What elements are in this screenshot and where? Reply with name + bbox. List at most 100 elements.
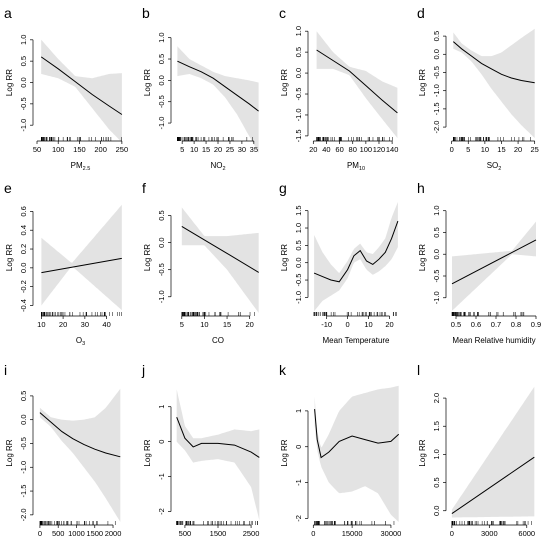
y-tick-label: 0	[294, 445, 303, 449]
x-tick-label: 40	[102, 320, 110, 329]
x-tick-label: 0.8	[511, 320, 521, 329]
y-axis-label: Log RR	[5, 439, 14, 466]
y-axis-label: Log RR	[5, 244, 14, 271]
x-tick-label: 15	[497, 145, 505, 154]
confidence-band	[176, 389, 260, 521]
x-axis-label: PM10	[347, 161, 365, 172]
x-tick-label: 25	[226, 145, 234, 154]
x-tick-label: 60	[335, 145, 343, 154]
y-tick-label: 1	[157, 405, 166, 409]
confidence-band	[451, 386, 535, 518]
x-tick-label: 30	[238, 145, 246, 154]
x-tick-label: 30	[81, 320, 89, 329]
x-tick-label: 500	[52, 529, 65, 538]
panel-letter: d	[417, 5, 425, 21]
confidence-band	[316, 31, 398, 139]
x-tick-label: 5	[466, 145, 470, 154]
x-axis-label-subscript: 3	[82, 341, 85, 347]
y-tick-label: 0.5	[432, 31, 441, 41]
x-tick-label: 5	[180, 145, 184, 154]
estimate-line	[41, 257, 122, 274]
x-axis-label-main: SO	[487, 161, 499, 170]
y-tick-label: 0.0	[19, 263, 28, 273]
x-axis-label-subscript: 2.5	[83, 166, 91, 172]
x-axis-label: PM2.5	[71, 161, 91, 172]
y-axis-label: Log RR	[418, 244, 427, 271]
x-axis-label: Mean Temperature	[323, 336, 391, 345]
confidence-band	[177, 46, 259, 153]
x-tick-label: 10	[481, 145, 489, 154]
panel-letter: g	[279, 180, 287, 196]
y-tick-label: -0.5	[19, 437, 28, 450]
x-tick-label: -10	[321, 320, 332, 329]
y-tick-label: -2.0	[19, 508, 28, 521]
x-tick-label: 0	[450, 145, 454, 154]
y-axis-label: Log RR	[143, 244, 152, 271]
y-tick-label: 1	[294, 409, 303, 413]
estimate-line	[452, 41, 535, 84]
panel-letter: b	[142, 5, 150, 21]
y-tick-label: -1.0	[19, 461, 28, 474]
x-tick-label: 20	[514, 145, 522, 154]
x-tick-label: 100	[52, 145, 65, 154]
y-tick-label: 0.5	[157, 210, 166, 220]
estimate-line	[39, 412, 121, 458]
y-tick-label: 0.5	[432, 227, 441, 237]
x-axis-label: CO	[212, 336, 224, 345]
x-axis-label: SO2	[487, 161, 502, 172]
x-axis-label-subscript: 10	[359, 166, 365, 172]
y-tick-label: 0.5	[432, 477, 441, 487]
x-axis-label-subscript: 2	[222, 166, 225, 172]
x-tick-label: 40	[322, 145, 330, 154]
y-tick-label: -1.0	[432, 84, 441, 97]
confidence-band	[452, 221, 536, 311]
x-tick-label: 80	[349, 145, 357, 154]
x-axis-label: NO2	[210, 161, 225, 172]
panel-c: -1.5 -1.0 -0.5 0.0 0.5 1.0 20 40 60 80 100 120 140 Lo…	[279, 5, 398, 172]
x-tick-label: 0	[311, 529, 315, 538]
panel-letter: j	[141, 362, 145, 378]
y-tick-label: 1.0	[294, 223, 303, 233]
x-axis-label: O3	[76, 336, 85, 347]
y-tick-label: 1.0	[19, 35, 28, 45]
x-tick-label: 0.6	[471, 320, 481, 329]
x-tick-label: 0.5	[451, 320, 461, 329]
x-axis-label-subscript: 2	[498, 166, 501, 172]
x-tick-label: 0.7	[491, 320, 501, 329]
y-tick-label: 0.5	[294, 47, 303, 57]
y-tick-label: 0.0	[432, 249, 441, 259]
x-axis-label-main: CO	[212, 336, 224, 345]
estimate-line	[451, 456, 535, 515]
y-tick-label: -0.4	[19, 299, 28, 312]
y-tick-label: -0.5	[432, 270, 441, 283]
y-tick-label: 1.5	[432, 421, 441, 431]
confidence-band	[181, 207, 259, 313]
estimate-line	[176, 417, 260, 458]
y-tick-label: -0.5	[157, 95, 166, 108]
estimate-line	[451, 239, 537, 285]
x-tick-label: 2500	[243, 529, 260, 538]
y-tick-label: 0.0	[294, 68, 303, 78]
panel-a: -1.0 -0.5 0.0 0.5 1.0 50 100 150 200 250 Log RR PM2…	[4, 5, 128, 172]
x-tick-label: 20	[214, 145, 222, 154]
y-tick-label: -0.5	[157, 263, 166, 276]
y-tick-label: -1.0	[157, 117, 166, 130]
y-tick-label: -0.2	[19, 280, 28, 293]
y-tick-label: 0.5	[19, 56, 28, 66]
panel-letter: e	[4, 180, 12, 196]
x-tick-label: 0	[346, 320, 350, 329]
y-tick-label: -0.5	[294, 88, 303, 101]
y-tick-label: 0.5	[157, 54, 166, 64]
y-tick-label: -1.5	[432, 102, 441, 115]
x-tick-label: 10	[364, 320, 372, 329]
confidence-band	[314, 202, 398, 312]
estimate-line	[40, 56, 123, 115]
x-tick-label: 15	[223, 320, 231, 329]
y-axis-label: Log RR	[280, 244, 289, 271]
x-tick-label: 2000	[105, 529, 122, 538]
y-tick-label: 1.0	[432, 449, 441, 459]
y-axis-label: Log RR	[280, 69, 289, 96]
